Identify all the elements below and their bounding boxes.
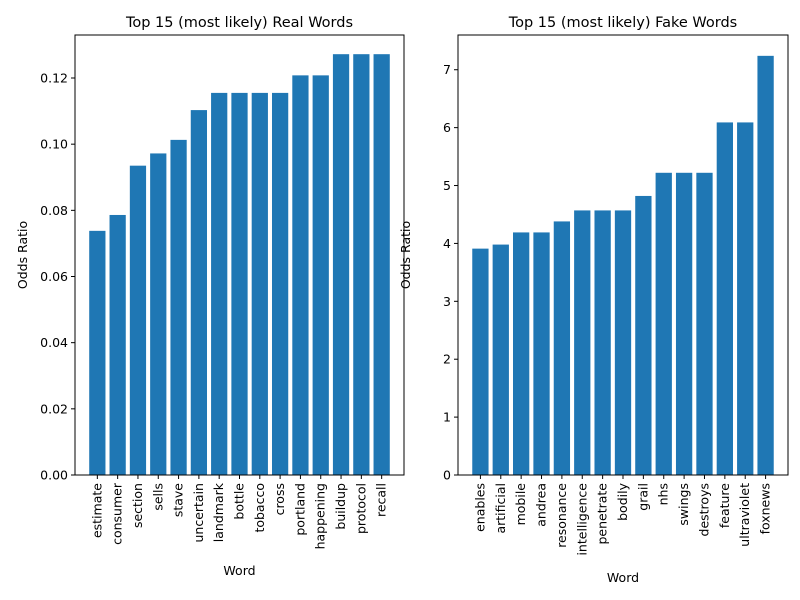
y-tick-label: 0 [443,468,451,483]
x-tick-label: mobile [513,483,528,526]
plot-frame [74,34,405,476]
x-tick-label: bottle [232,483,247,520]
x-tick-label: ultraviolet [737,483,752,547]
x-tick-label: cross [272,483,287,515]
y-tick-label: 0.08 [40,203,68,218]
y-tick-label: 1 [443,410,451,425]
y-tick-label: 4 [443,236,451,251]
bar [696,172,713,475]
bar [675,172,693,475]
y-tick-label: 0.06 [40,269,68,284]
plot-frame [457,34,789,476]
bar [513,232,530,475]
x-tick-label: bodily [615,482,630,520]
x-tick-label: landmark [211,482,226,542]
x-tick-label: sells [150,483,165,511]
bar [271,92,289,475]
bar [190,110,208,475]
x-tick-label: swings [676,483,691,526]
x-tick-label: tobacco [252,483,267,533]
y-tick-label: 6 [443,120,451,135]
x-tick-label: buildup [333,483,348,530]
x-tick-label: recall [374,483,389,517]
bar [635,195,652,475]
chart-title: Top 15 (most likely) Real Words [125,15,353,31]
y-tick-label: 0.00 [40,468,68,483]
y-tick-label: 7 [443,62,451,77]
x-tick-label: uncertain [191,483,206,543]
y-tick-label: 0.04 [40,335,68,350]
bar [737,122,754,475]
x-tick-label: artificial [493,483,508,534]
y-axis-label: Odds Ratio [15,221,30,289]
bar [170,139,187,475]
x-tick-label: section [130,483,145,528]
y-tick-label: 5 [443,178,451,193]
bar [231,92,248,475]
x-tick-label: estimate [89,483,104,538]
bar [533,232,550,475]
x-tick-label: feature [717,483,732,528]
x-tick-label: destroys [696,483,711,536]
x-ticks: estimate consumer section sells stave uncerta… [89,475,389,549]
y-ticks: 0 1 2 3 4 5 6 7 [443,62,458,483]
x-tick-label: grail [635,483,650,511]
y-tick-label: 2 [443,352,451,367]
x-tick-label: andrea [534,483,549,527]
bar [332,54,350,476]
bar [251,92,268,475]
chart-real-words: Top 15 (most likely) Real Words Odds Rat… [15,15,405,578]
chart-fake-words: Top 15 (most likely) Fake Words Odds Rat… [398,15,789,585]
bars [472,55,774,476]
x-tick-label: nhs [656,483,671,505]
bar [89,230,106,475]
bar [292,75,309,475]
x-tick-label: enables [472,483,487,532]
bar [472,248,489,475]
x-tick-label: foxnews [758,483,773,534]
bar [373,54,390,476]
y-axis-label: Odds Ratio [398,221,413,289]
bar [129,165,147,475]
bar [109,214,126,476]
x-tick-label: stave [171,483,186,517]
y-tick-label: 0.10 [40,137,68,152]
x-axis-label: Word [223,563,255,578]
bar [553,221,571,475]
bar [353,54,370,476]
x-ticks: enables artificial mobile andrea resonance in… [472,475,773,556]
bar [211,92,228,475]
bar [716,122,733,475]
y-tick-label: 3 [443,294,451,309]
x-axis-label: Word [607,570,639,585]
bar [614,210,632,475]
y-tick-label: 0.12 [40,71,68,86]
x-tick-label: resonance [554,483,569,548]
x-tick-label: happening [313,483,328,549]
bars [89,54,390,476]
bar [574,210,591,475]
x-tick-label: protocol [353,483,368,534]
bar [655,172,672,475]
y-ticks: 0.00 0.02 0.04 0.06 0.08 0.10 0.12 [40,71,75,483]
y-tick-label: 0.02 [40,401,68,416]
x-tick-label: portland [292,483,307,536]
bar [757,55,774,476]
x-tick-label: consumer [110,482,125,545]
bar [492,244,509,475]
bar [312,75,329,475]
x-tick-label: intelligence [574,483,589,556]
x-tick-label: penetrate [595,483,610,545]
chart-title: Top 15 (most likely) Fake Words [508,15,738,31]
bar [150,153,167,475]
bar [594,210,611,475]
